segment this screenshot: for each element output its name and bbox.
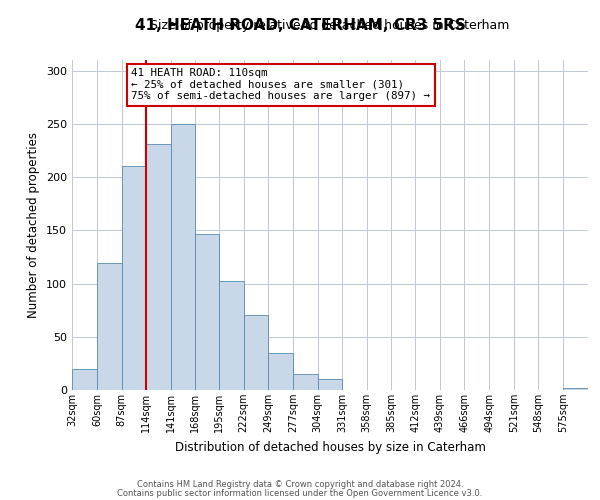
Bar [219, 282, 244, 390]
Bar [122, 166, 146, 390]
Y-axis label: Number of detached properties: Number of detached properties [28, 132, 40, 318]
Bar [195, 234, 219, 390]
Bar [268, 352, 293, 390]
Text: Contains HM Land Registry data © Crown copyright and database right 2024.: Contains HM Land Registry data © Crown c… [137, 480, 463, 489]
Bar [563, 388, 588, 390]
Text: 41, HEATH ROAD, CATERHAM, CR3 5RS: 41, HEATH ROAD, CATERHAM, CR3 5RS [134, 18, 466, 32]
X-axis label: Distribution of detached houses by size in Caterham: Distribution of detached houses by size … [175, 440, 485, 454]
Bar [318, 380, 342, 390]
Bar [146, 144, 170, 390]
Bar [293, 374, 318, 390]
Bar [244, 316, 268, 390]
Bar [97, 264, 122, 390]
Text: Contains public sector information licensed under the Open Government Licence v3: Contains public sector information licen… [118, 488, 482, 498]
Title: Size of property relative to detached houses in Caterham: Size of property relative to detached ho… [151, 20, 509, 32]
Bar [72, 368, 97, 390]
Text: 41 HEATH ROAD: 110sqm
← 25% of detached houses are smaller (301)
75% of semi-det: 41 HEATH ROAD: 110sqm ← 25% of detached … [131, 68, 430, 102]
Bar [170, 124, 195, 390]
